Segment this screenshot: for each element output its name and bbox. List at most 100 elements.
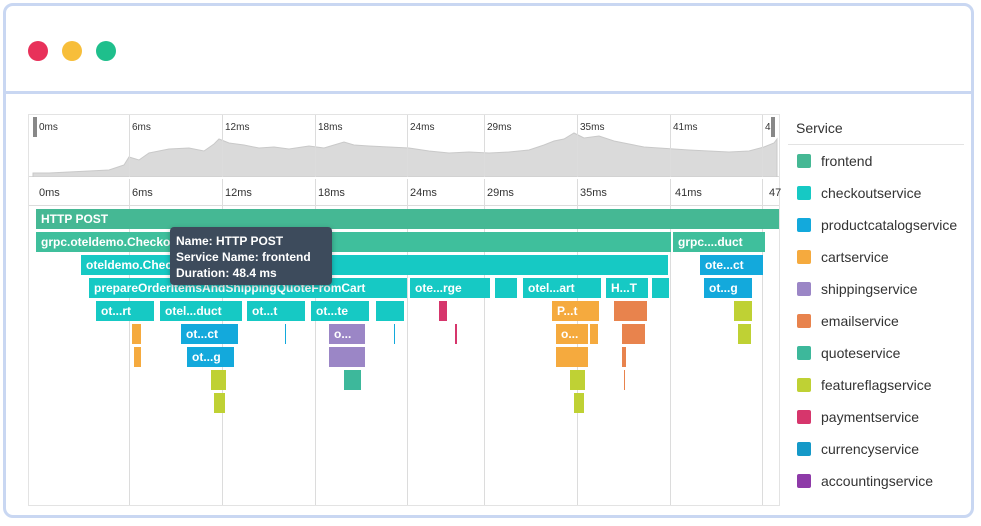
legend-label: cartservice [821, 249, 889, 265]
legend-item[interactable]: checkoutservice [788, 177, 964, 209]
span-bar[interactable] [622, 347, 626, 367]
span-bar[interactable] [624, 370, 625, 390]
trace-view: 0ms 6ms 12ms 18ms 24ms 29ms 35ms 41ms 4 … [6, 94, 971, 515]
legend-items: frontend checkoutservice productcatalogser… [788, 145, 964, 497]
maximize-window-dot[interactable] [96, 41, 116, 61]
minimap-tick-line [315, 115, 316, 177]
legend-label: emailservice [821, 313, 899, 329]
legend-label: productcatalogservice [821, 217, 958, 233]
minimap-tick-label: 35ms [580, 122, 605, 133]
span-bar[interactable]: H...T [606, 278, 648, 298]
span-bar[interactable] [394, 324, 395, 344]
minimize-window-dot[interactable] [62, 41, 82, 61]
span-bar[interactable]: o... [329, 324, 365, 344]
minimap-right-handle[interactable] [771, 117, 775, 137]
span-bar[interactable] [214, 393, 225, 413]
span-bar[interactable] [439, 301, 447, 321]
span-bar[interactable] [329, 347, 365, 367]
legend-item[interactable]: currencyservice [788, 433, 964, 465]
legend-label: frontend [821, 153, 873, 169]
tooltip-service: Service Name: frontend [176, 250, 311, 264]
legend-swatch [797, 250, 811, 264]
legend-label: currencyservice [821, 441, 920, 457]
legend-item[interactable]: shippingservice [788, 273, 964, 305]
legend-label: featureflagservice [821, 377, 932, 393]
legend-swatch [797, 410, 811, 424]
span-bar[interactable]: ot...rt [96, 301, 154, 321]
span-bar[interactable] [574, 393, 584, 413]
legend-item[interactable]: quoteservice [788, 337, 964, 369]
minimap-tick-label: 4 [765, 122, 771, 133]
legend-item[interactable]: emailservice [788, 305, 964, 337]
flame-graph[interactable]: 0ms 6ms 12ms 18ms 24ms 29ms 35ms 41ms 4 … [28, 114, 782, 506]
span-bar[interactable] [570, 370, 585, 390]
span-bar[interactable] [495, 278, 517, 298]
tooltip-duration: Duration: 48.4 ms [176, 266, 277, 280]
legend-item[interactable]: featureflagservice [788, 369, 964, 401]
legend-swatch [797, 378, 811, 392]
legend-swatch [797, 186, 811, 200]
span-bar[interactable]: P...t [552, 301, 599, 321]
span-bar[interactable] [734, 301, 752, 321]
grid-line [670, 179, 671, 505]
span-bar[interactable] [556, 347, 588, 367]
span-bar[interactable] [622, 324, 645, 344]
axis-tick-label: 6ms [132, 187, 153, 199]
span-bar[interactable]: ot...te [311, 301, 369, 321]
legend-label: quoteservice [821, 345, 901, 361]
minimap-tick-line [222, 115, 223, 177]
span-bar[interactable] [285, 324, 286, 344]
span-bar[interactable] [455, 324, 457, 344]
axis-tick-label: 47 [769, 187, 782, 199]
legend-label: checkoutservice [821, 185, 922, 201]
minimap-tick-label: 18ms [318, 122, 343, 133]
span-bar[interactable] [614, 301, 647, 321]
span-bar[interactable]: otel...duct [160, 301, 242, 321]
span-bar[interactable]: ote...ct [700, 255, 763, 275]
minimap-tick-label: 24ms [410, 122, 435, 133]
browser-window: 0ms 6ms 12ms 18ms 24ms 29ms 35ms 41ms 4 … [3, 3, 974, 518]
span-bar[interactable]: ot...ct [181, 324, 238, 344]
span-bar[interactable]: otel...art [523, 278, 601, 298]
span-bar[interactable]: grpc....duct [673, 232, 765, 252]
legend-item[interactable]: frontend [788, 145, 964, 177]
close-window-dot[interactable] [28, 41, 48, 61]
legend-item[interactable]: paymentservice [788, 401, 964, 433]
span-bar[interactable]: ote...rge [410, 278, 490, 298]
axis-tick-label: 35ms [580, 187, 607, 199]
legend-item[interactable]: accountingservice [788, 465, 964, 497]
span-bar[interactable]: ot...g [187, 347, 234, 367]
span-bar[interactable] [132, 324, 141, 344]
span-bar[interactable]: o... [556, 324, 588, 344]
span-bar[interactable]: ot...g [704, 278, 752, 298]
span-bar[interactable]: grpc.oteldemo.Checko [36, 232, 171, 252]
span-bar[interactable] [344, 370, 361, 390]
legend-item[interactable]: cartservice [788, 241, 964, 273]
minimap-tick-line [484, 115, 485, 177]
minimap[interactable]: 0ms 6ms 12ms 18ms 24ms 29ms 35ms 41ms 4 [29, 115, 779, 177]
legend-label: accountingservice [821, 473, 934, 489]
legend-swatch [797, 154, 811, 168]
span-bar[interactable] [134, 347, 141, 367]
span-bar[interactable] [652, 278, 669, 298]
minimap-tick-label: 41ms [673, 122, 698, 133]
minimap-tick-label: 12ms [225, 122, 250, 133]
legend-swatch [797, 474, 811, 488]
legend-item[interactable]: productcatalogservice [788, 209, 964, 241]
axis-tick-label: 29ms [487, 187, 514, 199]
minimap-tick-label: 29ms [487, 122, 512, 133]
grid-line [129, 179, 130, 505]
span-bar[interactable] [376, 301, 404, 321]
legend-label: paymentservice [821, 409, 920, 425]
span-bar[interactable] [590, 324, 598, 344]
span-bar[interactable]: ot...t [247, 301, 305, 321]
grid-line [484, 179, 485, 505]
axis-tick-label: 41ms [675, 187, 702, 199]
minimap-left-handle[interactable] [33, 117, 37, 137]
span-bar[interactable] [211, 370, 226, 390]
minimap-area [32, 132, 778, 177]
minimap-tick-line [670, 115, 671, 177]
span-bar[interactable] [738, 324, 751, 344]
axis-tick-label: 24ms [410, 187, 437, 199]
span-bar[interactable]: HTTP POST [36, 209, 779, 229]
